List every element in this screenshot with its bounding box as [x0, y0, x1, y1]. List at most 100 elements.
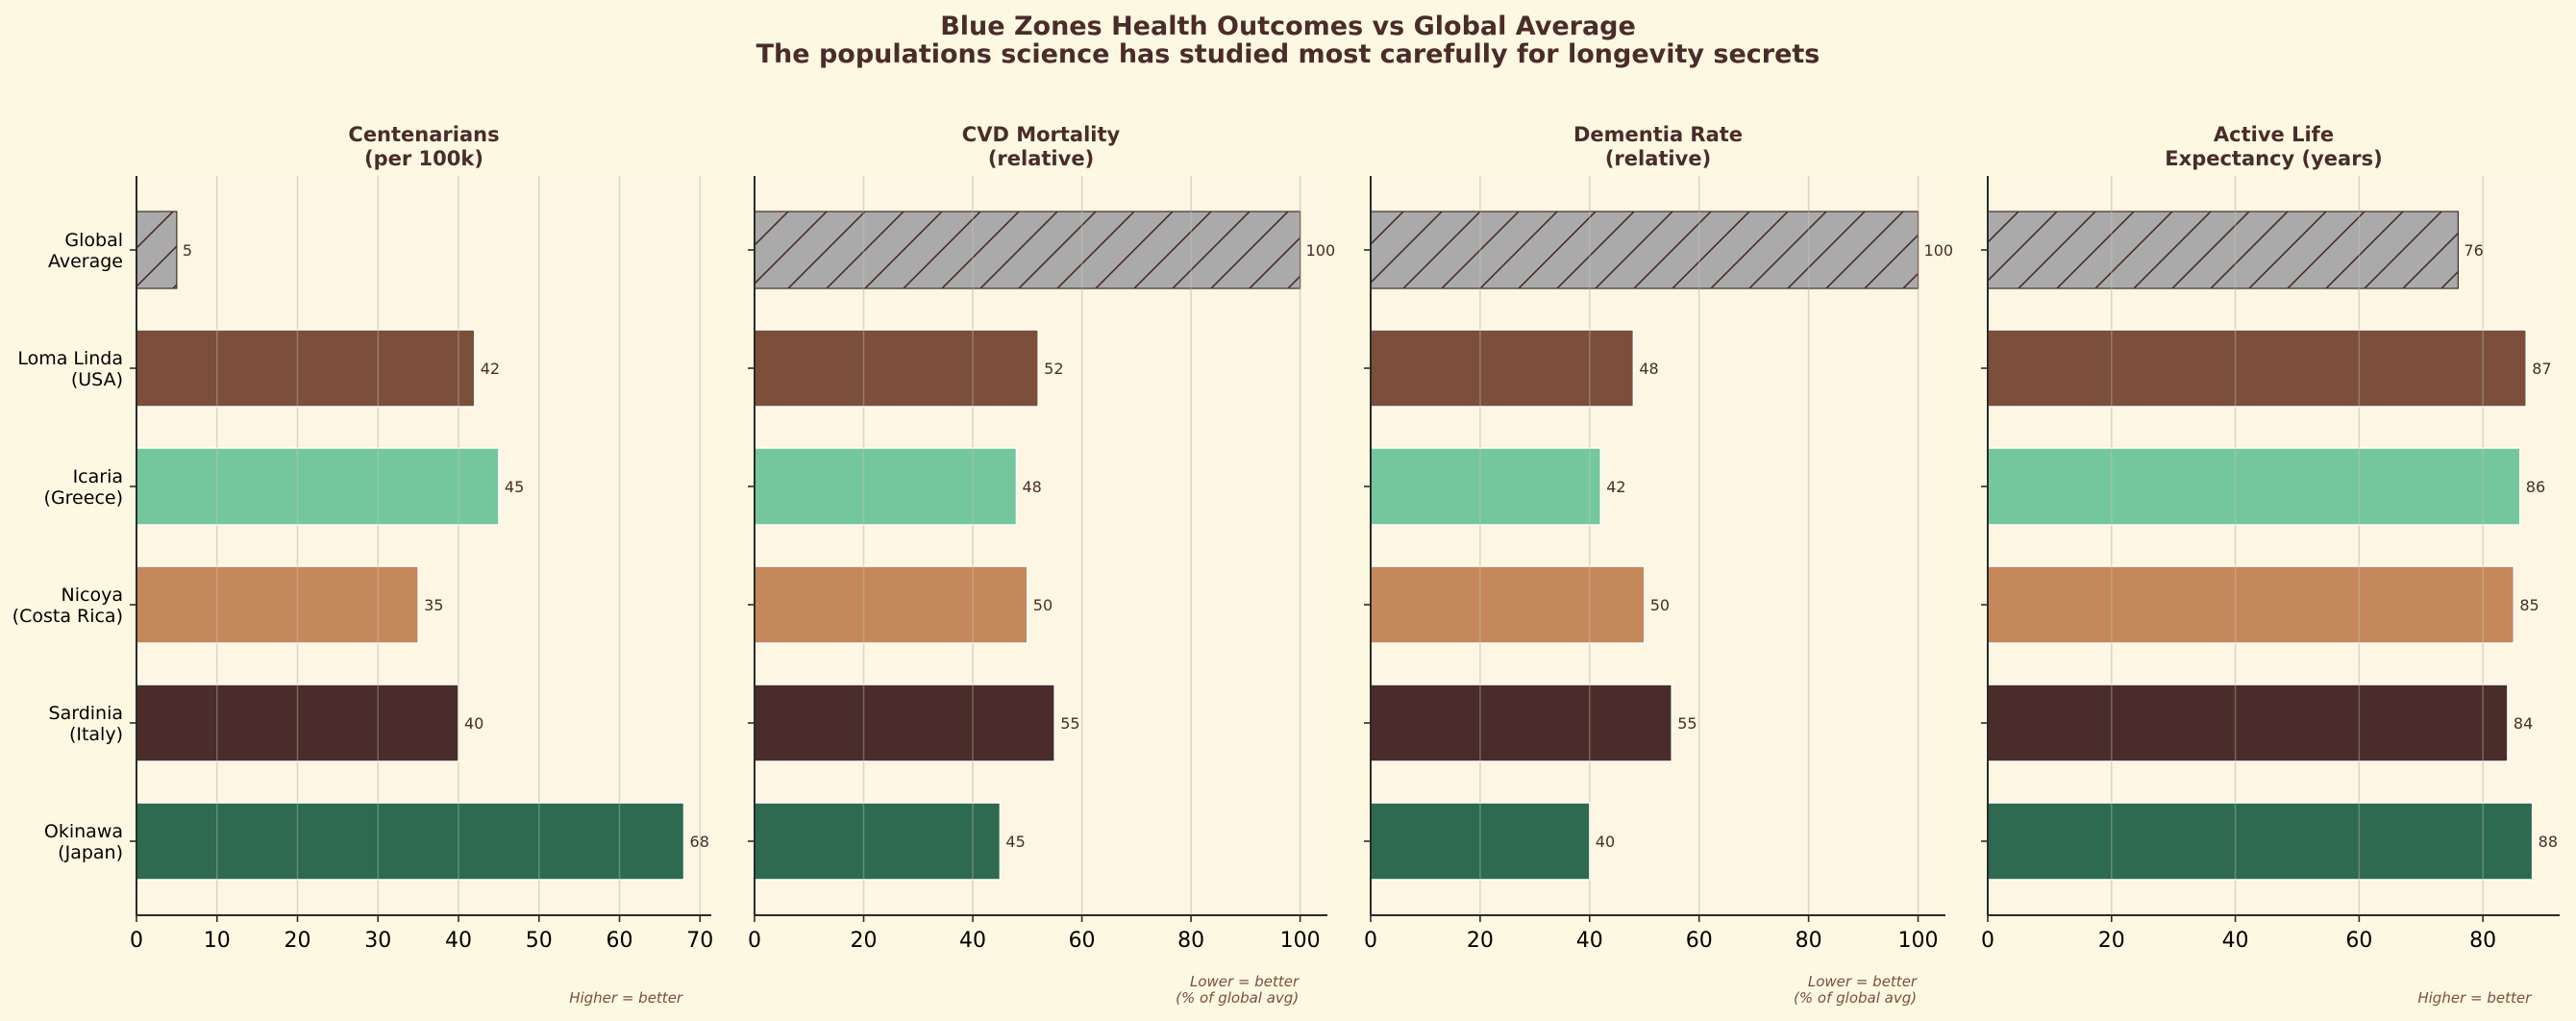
x-tick-label: 0	[748, 929, 761, 953]
annotation-note: Lower = better (% of global avg)	[1794, 973, 1918, 1007]
x-tick-label: 20	[285, 929, 311, 953]
subplot-title-line: (per 100k)	[364, 147, 483, 170]
y-tick-label: Sardinia (Italy)	[49, 703, 123, 745]
bar	[136, 211, 178, 289]
bar	[1987, 447, 2521, 526]
bar	[754, 447, 1018, 526]
value-label: 45	[1005, 833, 1025, 851]
bar	[1987, 211, 2459, 289]
bar	[136, 329, 476, 408]
x-tick-label: 20	[851, 929, 878, 953]
annotation-note-line: Higher = better	[569, 989, 683, 1007]
bar	[754, 684, 1055, 762]
x-tick-label: 70	[686, 929, 713, 953]
x-tick-label: 20	[1467, 929, 1494, 953]
subplot-title-line: CVD Mortality	[962, 123, 1121, 146]
value-label: 50	[1033, 596, 1053, 614]
annotation-note: Higher = better	[2417, 989, 2532, 1007]
y-tick-label-line: Loma Linda	[17, 348, 123, 369]
value-label: 48	[1639, 360, 1658, 378]
x-tick-label: 60	[2345, 929, 2372, 953]
subplot-title: Dementia Rate (relative)	[1573, 123, 1743, 170]
chart-title: Blue Zones Health Outcomes vs Global Ave…	[940, 12, 1636, 41]
y-tick-label: Okinawa (Japan)	[44, 821, 123, 863]
bar	[136, 565, 419, 644]
value-label: 42	[481, 360, 500, 378]
subplot-1: Centenarians (per 100k) 0 10 20 30 40 50 60 70 5 Gl…	[12, 123, 714, 1007]
bar	[754, 802, 1002, 881]
bar	[1370, 802, 1591, 881]
bar	[1987, 329, 2527, 408]
value-label: 48	[1022, 478, 1041, 496]
y-tick-label-line: (Greece)	[44, 487, 123, 509]
y-tick-label-line: Global	[64, 230, 123, 251]
value-label: 42	[1606, 478, 1625, 496]
subplot-2: CVD Mortality (relative) 0 20 40 60 80 100 100 52…	[748, 123, 1335, 1007]
x-tick-label: 0	[1364, 929, 1377, 953]
bar	[1370, 565, 1646, 644]
panels: Centenarians (per 100k) 0 10 20 30 40 50 60 70 5 Gl…	[12, 123, 2560, 1007]
y-tick-label: Nicoya (Costa Rica)	[12, 585, 123, 627]
x-tick-label: 50	[526, 929, 553, 953]
bar	[1987, 565, 2515, 644]
annotation-note-line: Lower = better	[1190, 973, 1300, 990]
annotation-note-line: (% of global avg)	[1794, 989, 1917, 1007]
x-tick-label: 40	[1576, 929, 1603, 953]
value-label: 84	[2514, 714, 2533, 733]
x-tick-label: 80	[1796, 929, 1822, 953]
value-label: 35	[424, 596, 443, 614]
subplot-3: Dementia Rate (relative) 0 20 40 60 80 100 100 48…	[1364, 123, 1953, 1007]
value-label: 88	[2539, 833, 2558, 851]
x-tick-label: 40	[2222, 929, 2249, 953]
subplot-4: Active Life Expectancy (years) 0 20 40 60 80 76…	[1981, 123, 2560, 1007]
bar	[1370, 211, 1920, 289]
bar	[136, 684, 459, 762]
y-tick-label-line: (USA)	[71, 369, 123, 390]
annotation-note-line: Lower = better	[1808, 973, 1918, 990]
annotation-note-line: (% of global avg)	[1176, 989, 1299, 1007]
subplot-title-line: Centenarians	[348, 123, 499, 146]
value-label: 45	[505, 478, 524, 496]
value-label: 85	[2519, 596, 2539, 614]
y-tick-label-line: (Costa Rica)	[12, 606, 123, 627]
y-tick-label-line: Average	[48, 251, 123, 272]
subplot-title-line: Dementia Rate	[1573, 123, 1743, 146]
annotation-note: Higher = better	[569, 989, 683, 1007]
y-tick-label: Global Average	[48, 230, 123, 272]
subplot-title-line: (relative)	[988, 147, 1094, 170]
bar	[1987, 802, 2534, 881]
x-tick-label: 80	[2469, 929, 2496, 953]
y-tick-label-line: Okinawa	[44, 821, 123, 842]
subplot-title-line: Active Life	[2214, 123, 2334, 146]
subplot-title: Centenarians (per 100k)	[348, 123, 499, 170]
plot-area	[755, 176, 1327, 915]
value-label: 55	[1677, 714, 1697, 733]
x-tick-label: 100	[1898, 929, 1939, 953]
x-tick-label: 30	[364, 929, 391, 953]
value-label: 40	[464, 714, 483, 733]
annotation-note: Lower = better (% of global avg)	[1176, 973, 1300, 1007]
bar	[1370, 329, 1635, 408]
x-tick-label: 60	[607, 929, 633, 953]
x-tick-label: 0	[130, 929, 143, 953]
bar	[1370, 684, 1672, 762]
value-label: 52	[1044, 360, 1063, 378]
value-label: 100	[1924, 241, 1954, 260]
value-label: 5	[183, 241, 192, 260]
value-label: 55	[1060, 714, 1079, 733]
y-tick-label-line: (Japan)	[58, 842, 123, 863]
x-tick-label: 100	[1280, 929, 1321, 953]
y-tick-label-line: Icaria	[73, 466, 123, 487]
value-label: 86	[2526, 478, 2545, 496]
x-tick-label: 40	[445, 929, 472, 953]
bar	[1370, 447, 1601, 526]
chart-subtitle: The populations science has studied most…	[756, 39, 1821, 69]
subplot-title: CVD Mortality (relative)	[962, 123, 1121, 170]
plot-area	[1988, 176, 2560, 915]
x-tick-label: 60	[1686, 929, 1713, 953]
x-tick-label: 60	[1069, 929, 1096, 953]
annotation-note-line: Higher = better	[2417, 989, 2532, 1007]
value-label: 50	[1650, 596, 1670, 614]
value-label: 68	[690, 833, 709, 851]
